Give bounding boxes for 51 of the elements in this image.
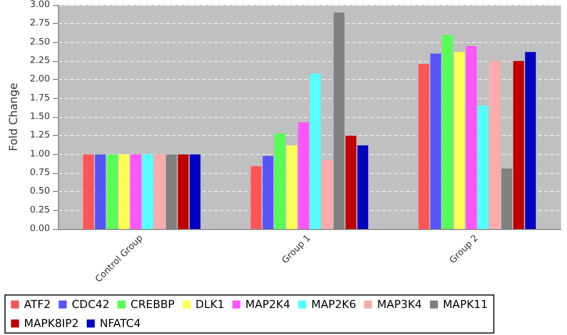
bar (357, 145, 368, 229)
bar (525, 52, 536, 229)
legend-label: ATF2 (24, 298, 51, 311)
bar (274, 133, 286, 229)
bar (430, 54, 442, 229)
legend-label: MAP3K4 (377, 298, 422, 311)
bar (286, 145, 298, 229)
bar (513, 61, 524, 229)
bar (490, 61, 500, 229)
y-tick-label: 1.50 (30, 112, 50, 122)
y-tick-label: 0.75 (30, 168, 50, 178)
y-tick-label: 0.25 (30, 205, 50, 216)
bar (262, 156, 274, 229)
legend-label: MAP2K4 (245, 298, 290, 311)
bar (346, 136, 356, 229)
y-axis-title: Fold Change (7, 82, 20, 152)
bar (142, 154, 154, 229)
bar (322, 160, 333, 229)
bar (106, 154, 118, 229)
legend-label: DLK1 (196, 298, 224, 311)
y-tick-label: 2.50 (30, 37, 50, 48)
legend-label: MAP2K6 (311, 298, 356, 311)
bar (298, 122, 309, 229)
bar (454, 52, 465, 229)
bar (178, 154, 189, 229)
y-tick-label: 1.75 (30, 93, 50, 104)
bar (83, 154, 94, 229)
bar (418, 64, 430, 229)
bar (478, 106, 488, 229)
bar (250, 166, 262, 229)
y-tick-label: 0.00 (30, 224, 50, 234)
legend-label: CREBBP (130, 298, 175, 311)
y-tick-label: 1.00 (30, 149, 50, 160)
bar (466, 46, 477, 229)
bar (310, 74, 321, 229)
y-tick-label: 2.75 (30, 18, 50, 29)
y-tick-label: 2.25 (30, 56, 50, 66)
bar (118, 154, 130, 229)
y-tick-label: 1.25 (30, 130, 50, 141)
legend-label: CDC42 (72, 298, 110, 311)
bar (442, 34, 453, 229)
y-tick-label: 0.50 (30, 186, 50, 197)
legend-label: NFATC4 (100, 317, 141, 330)
y-tick-label: 2.00 (30, 74, 50, 85)
y-tick-label: 3.00 (30, 0, 50, 10)
bar (154, 154, 165, 229)
legend-label: MAPK11 (442, 298, 488, 311)
bar (190, 154, 200, 229)
legend-label: MAPK8IP2 (24, 317, 79, 330)
bar (94, 154, 106, 229)
bar (130, 154, 142, 229)
